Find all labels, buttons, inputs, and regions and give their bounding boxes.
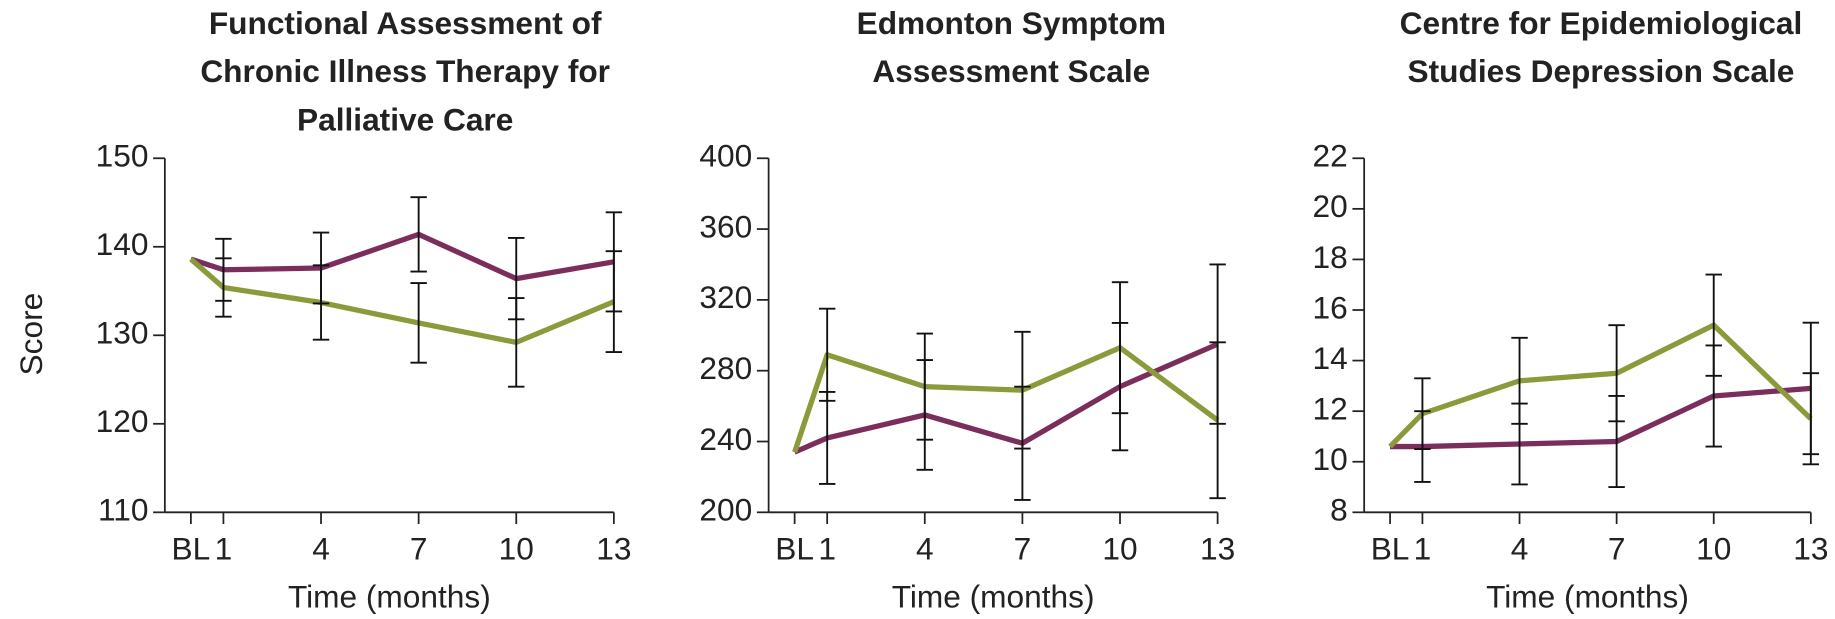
chart-title: Functional Assessment of [209, 5, 602, 41]
y-tick-label: 360 [699, 208, 752, 244]
series-line [189, 257, 615, 346]
error-bar [916, 332, 933, 441]
x-tick-label: BL [172, 530, 211, 566]
x-tick-label: 1 [215, 530, 233, 566]
series-line [1390, 385, 1812, 450]
error-bar [1414, 377, 1431, 451]
error-bar [215, 257, 232, 318]
error-bar [1209, 341, 1226, 500]
y-tick-label: 140 [96, 226, 149, 262]
error-bar [1802, 372, 1820, 466]
y-tick-label: 8 [1330, 492, 1348, 528]
y-tick-label: 320 [699, 279, 752, 315]
y-tick-label: 10 [1313, 441, 1348, 477]
series-line [1388, 322, 1813, 449]
error-bar [605, 250, 623, 354]
x-tick-label: 4 [1511, 530, 1529, 566]
chart-title: Studies Depression Scale [1408, 53, 1795, 89]
y-tick-label: 110 [98, 492, 148, 528]
y-tick-label: 22 [1313, 138, 1348, 174]
y-tick-label: 240 [699, 421, 752, 457]
x-tick-label: 1 [818, 530, 836, 566]
y-tick-label: 150 [96, 138, 149, 174]
error-bar [1014, 330, 1031, 450]
x-tick-label: 13 [596, 530, 631, 566]
chart-title: Chronic Illness Therapy for [200, 53, 610, 89]
y-tick-label: 200 [699, 492, 752, 528]
error-bar [1608, 324, 1625, 423]
series-line [792, 345, 1220, 453]
error-bar [1511, 336, 1528, 425]
x-tick-label: 10 [1102, 530, 1137, 566]
error-bar [410, 196, 427, 273]
y-tick-label: 16 [1313, 289, 1348, 325]
x-tick-label: 10 [499, 530, 534, 566]
x-axis-label: Time (months) [1486, 578, 1689, 614]
x-axis-label: Time (months) [892, 578, 1095, 614]
series-line [793, 341, 1219, 455]
error-bar [1111, 281, 1129, 415]
x-tick-label: 1 [1414, 530, 1432, 566]
y-tick-label: 400 [699, 138, 752, 174]
error-bar [410, 282, 427, 364]
y-tick-label: 120 [96, 403, 149, 439]
chart-title: Centre for Epidemiological [1400, 5, 1803, 41]
x-axis-label: Time (months) [288, 578, 491, 614]
x-tick-label: 7 [1014, 530, 1032, 566]
x-tick-label: 7 [410, 530, 428, 566]
y-tick-label: 280 [699, 350, 752, 386]
error-bar [818, 307, 836, 402]
x-tick-label: BL [1371, 530, 1410, 566]
x-tick-label: BL [775, 530, 814, 566]
panel: Functional Assessment of Chronic Illness … [13, 5, 632, 614]
y-axis-label: Score [13, 293, 49, 376]
x-tick-label: 13 [1200, 530, 1235, 566]
x-tick-label: 13 [1793, 530, 1828, 566]
x-tick-label: 10 [1696, 530, 1731, 566]
chart-title: Assessment Scale [872, 53, 1150, 89]
x-tick-label: 7 [1608, 530, 1626, 566]
x-tick-label: 4 [312, 530, 330, 566]
y-tick-label: 130 [96, 315, 149, 351]
error-bar [1705, 273, 1722, 377]
y-tick-label: 20 [1313, 188, 1348, 224]
y-tick-label: 14 [1313, 340, 1348, 376]
panel: Edmonton Symptom Assessment Scale 200 240 28… [699, 5, 1235, 614]
chart-title: Edmonton Symptom [857, 5, 1166, 41]
x-tick-label: 4 [916, 530, 934, 566]
chart-title: Palliative Care [297, 101, 513, 137]
series-line [190, 231, 615, 282]
error-bar [312, 264, 330, 341]
y-tick-label: 12 [1313, 391, 1348, 427]
error-bar [508, 297, 525, 388]
panel: Centre for Epidemiological Studies Depres… [1313, 5, 1829, 614]
y-tick-label: 18 [1313, 239, 1348, 275]
